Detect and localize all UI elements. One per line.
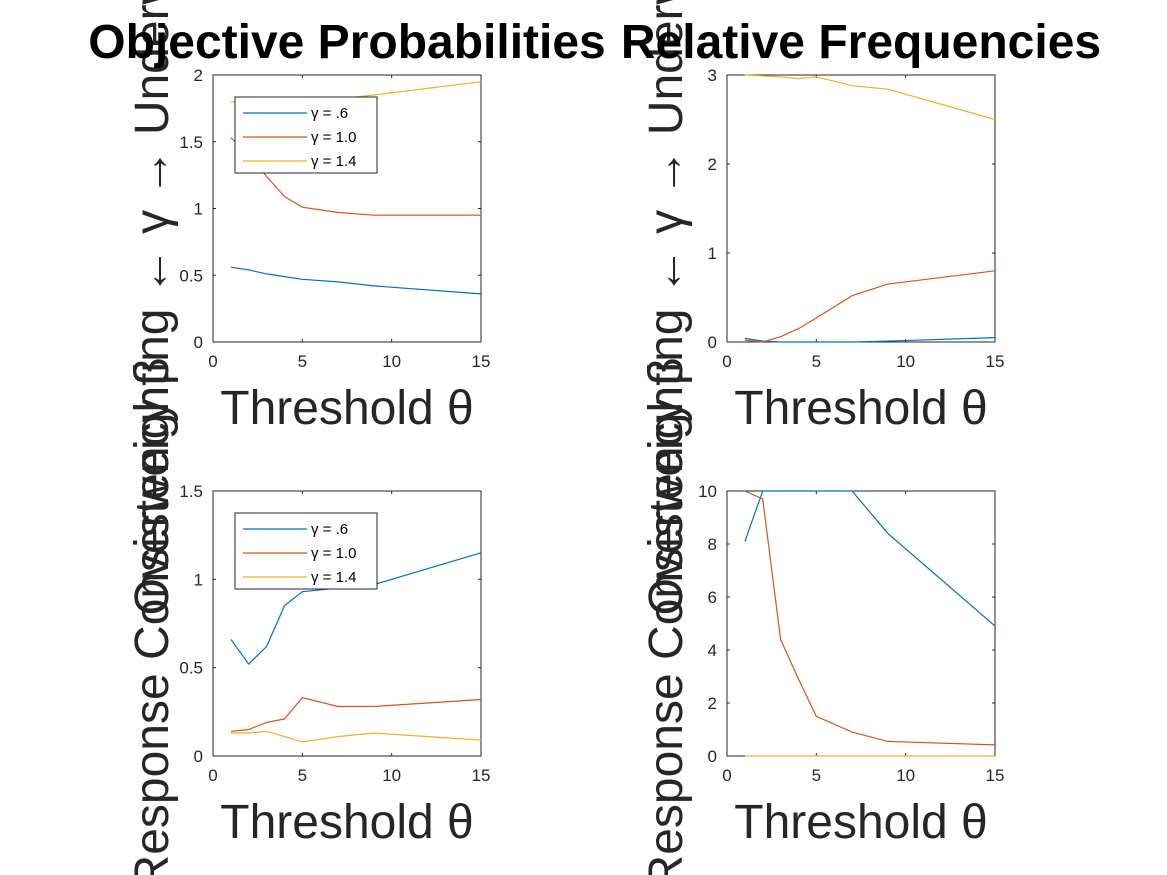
legend-label-3: γ = 1.4 [311, 569, 356, 586]
legend-box [234, 96, 378, 174]
y-axis-label: Response Consistency β [640, 358, 693, 875]
legend-box [234, 512, 378, 590]
series-line-2 [230, 697, 482, 732]
legend-label-3: γ = 1.4 [311, 153, 356, 170]
x-tick-label: 0 [722, 766, 731, 785]
y-tick-label: 0 [194, 747, 203, 766]
x-axis-label: Threshold θ [734, 796, 987, 849]
y-tick-label: 0 [708, 747, 717, 766]
chart-panel-4: 0 5 10 15 0 2 4 6 8 10 Threshold θ Response Consist… [640, 358, 1004, 875]
legend-label-2: γ = 1.0 [311, 545, 356, 562]
x-tick-label: 10 [896, 766, 915, 785]
y-tick-label: 1 [194, 570, 203, 589]
y-tick-label: 6 [708, 588, 717, 607]
series-line-2 [744, 270, 996, 343]
y-tick-label: 2 [708, 155, 717, 174]
y-tick-label: 2 [708, 694, 717, 713]
legend-label-2: γ = 1.0 [311, 129, 356, 146]
series-line-1 [744, 490, 996, 627]
y-tick-label: 0.5 [179, 659, 203, 678]
x-axis-label: Threshold θ [734, 382, 987, 435]
y-axis-label: Overweighting ← γ → Underweighting [640, 0, 693, 615]
x-tick-label: 15 [472, 766, 491, 785]
y-tick-label: 8 [708, 535, 717, 554]
y-tick-label: 10 [698, 482, 717, 501]
legend: γ = .6 γ = 1.0 γ = 1.4 [234, 512, 378, 590]
y-tick-label: 2 [194, 66, 203, 85]
plot-area [726, 74, 996, 343]
legend-label-1: γ = .6 [311, 521, 348, 538]
y-axis-label: Response Consistency β [126, 358, 179, 875]
chart-panel-1: 0 5 10 15 0 0.5 1 1.5 2 γ = .6 γ = 1.0 γ = 1.4 Thres… [126, 0, 490, 615]
series-line-3 [744, 74, 996, 121]
x-tick-label: 5 [298, 352, 307, 371]
x-tick-label: 5 [812, 352, 821, 371]
chart-panel-2: 0 5 10 15 0 1 2 3 Threshold θ Overweighting ← γ →… [640, 0, 1004, 615]
x-tick-label: 0 [722, 352, 731, 371]
x-tick-label: 10 [896, 352, 915, 371]
x-tick-label: 5 [298, 766, 307, 785]
y-tick-label: 0.5 [179, 266, 203, 285]
x-tick-label: 0 [208, 766, 217, 785]
y-axis-label: Overweighting ← γ → Underweighting [126, 0, 179, 615]
chart-panel-3: 0 5 10 15 0 0.5 1 1.5 γ = .6 γ = 1.0 γ = 1.4 Thresh… [126, 358, 490, 875]
x-tick-label: 0 [208, 352, 217, 371]
x-tick-label: 15 [472, 352, 491, 371]
series-line-1 [230, 266, 482, 295]
chart-title-1: Objective Probabilities [88, 16, 606, 69]
series-line-2 [744, 490, 996, 746]
y-tick-label: 0 [708, 333, 717, 352]
y-tick-label: 1 [708, 244, 717, 263]
series-line-3 [230, 730, 482, 743]
x-tick-label: 5 [812, 766, 821, 785]
x-tick-label: 10 [382, 766, 401, 785]
y-tick-label: 1.5 [179, 482, 203, 501]
chart-title-2: Relative Frequencies [621, 16, 1101, 69]
x-axis-label: Threshold θ [220, 796, 473, 849]
plot-area [726, 490, 996, 757]
titles-layer: Objective Probabilities Relative Frequenc… [88, 16, 1101, 69]
x-axis-label: Threshold θ [220, 382, 473, 435]
legend-label-1: γ = .6 [311, 105, 348, 122]
y-tick-label: 3 [708, 66, 717, 85]
x-tick-label: 15 [986, 766, 1005, 785]
legend: γ = .6 γ = 1.0 γ = 1.4 [234, 96, 378, 174]
y-tick-label: 0 [194, 333, 203, 352]
y-tick-label: 4 [708, 641, 717, 660]
y-tick-label: 1 [194, 200, 203, 219]
y-tick-label: 1.5 [179, 133, 203, 152]
x-tick-label: 10 [382, 352, 401, 371]
x-tick-label: 15 [986, 352, 1005, 371]
